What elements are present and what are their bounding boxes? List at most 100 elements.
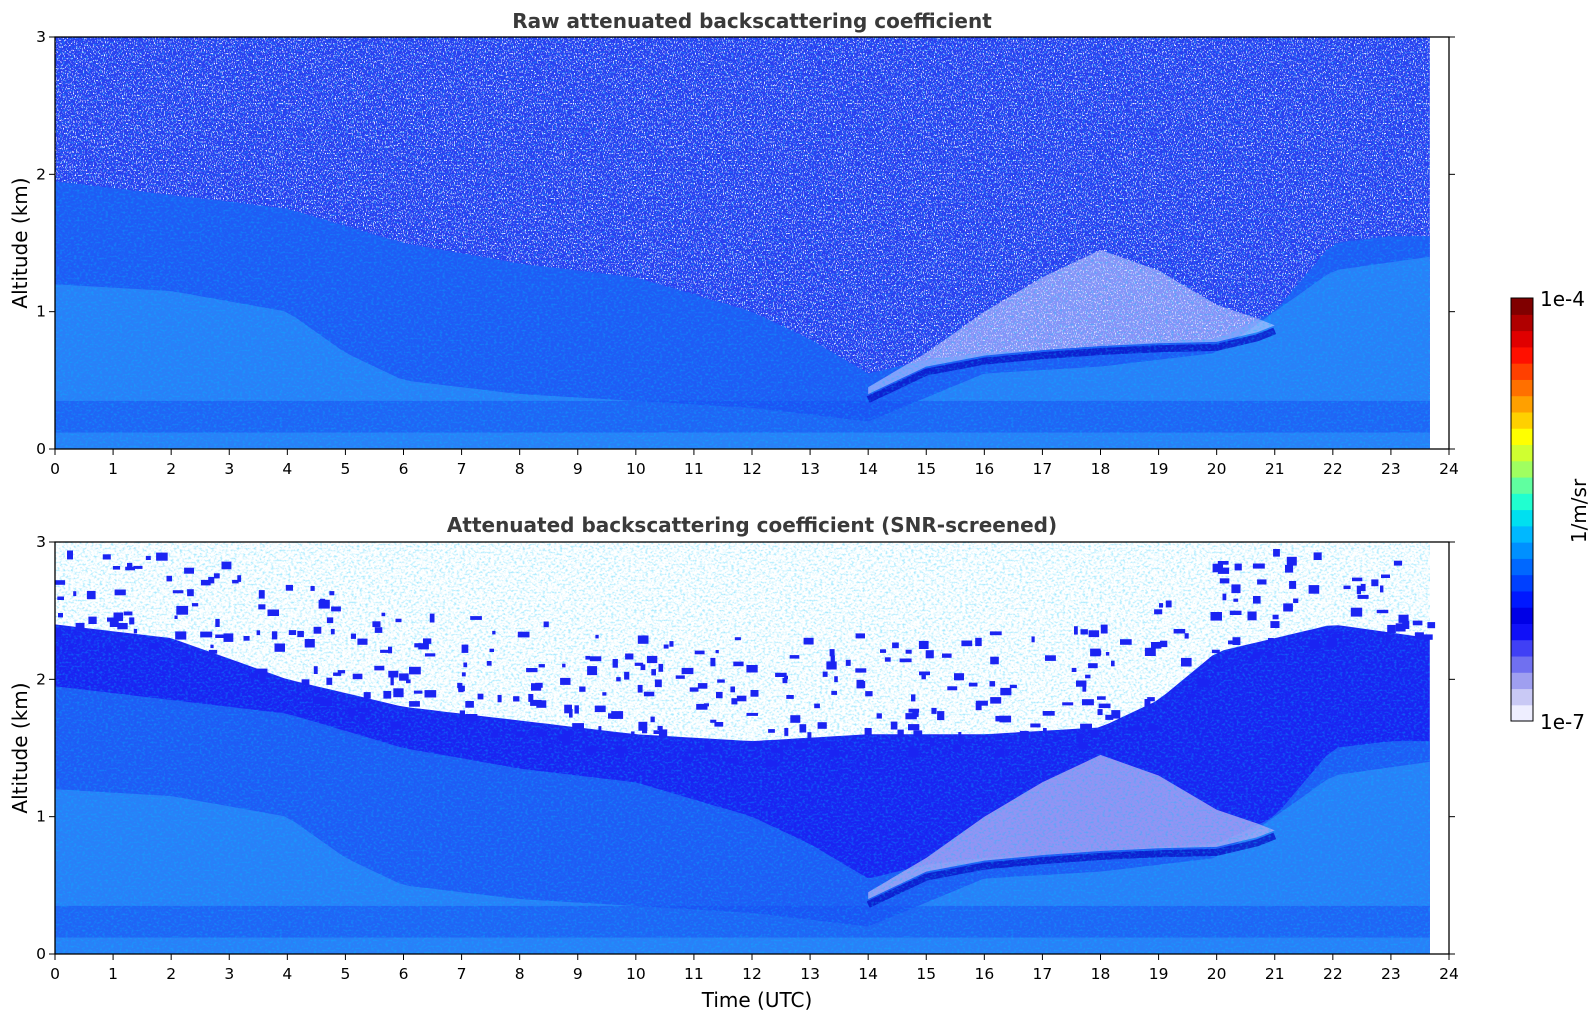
snr-speckle — [654, 679, 662, 688]
colorbar-step — [1511, 444, 1533, 462]
snr-y-ticks: 0 1 2 3 — [36, 533, 1455, 963]
snr-speckle — [990, 656, 999, 665]
snr-speckle — [953, 745, 961, 752]
snr-speckle — [516, 731, 523, 738]
snr-speckle — [1080, 723, 1092, 730]
snr-speckle — [1331, 633, 1341, 639]
snr-speckle — [831, 690, 837, 695]
snr-speckle — [223, 633, 234, 642]
snr-speckle — [113, 612, 124, 622]
snr-speckle — [942, 653, 952, 658]
snr-speckle — [243, 636, 250, 641]
snr-speckle — [148, 643, 159, 650]
snr-speckle — [1043, 728, 1047, 733]
colorbar-scale — [1511, 298, 1533, 722]
snr-y-tick-label: 1 — [36, 808, 46, 826]
raw-x-tick-label: 3 — [224, 460, 234, 478]
snr-speckle — [781, 740, 789, 746]
snr-speckle — [1273, 549, 1280, 557]
raw-x-tick-label: 7 — [457, 460, 467, 478]
snr-speckle — [1402, 620, 1410, 629]
snr-speckle — [258, 590, 265, 599]
snr-speckle — [1268, 638, 1274, 642]
snr-speckle — [908, 724, 920, 731]
snr-speckle — [975, 637, 982, 647]
snr-speckle — [899, 658, 912, 663]
snr-speckle — [594, 705, 606, 713]
snr-speckle — [470, 616, 482, 620]
colorbar-step — [1511, 379, 1533, 397]
snr-speckle — [1385, 634, 1392, 642]
snr-speckle — [968, 682, 978, 687]
snr-speckle — [208, 649, 218, 654]
snr-speckle — [572, 723, 584, 730]
snr-speckle — [657, 725, 663, 730]
snr-speckle — [643, 691, 655, 697]
snr-speckle — [326, 617, 334, 624]
snr-y-tick-label: 2 — [36, 670, 46, 688]
snr-speckle — [192, 603, 199, 607]
snr-speckle — [574, 705, 579, 714]
snr-speckle — [784, 675, 788, 680]
raw-x-tick-label: 8 — [515, 460, 525, 478]
snr-speckle — [1120, 639, 1132, 645]
snr-speckle — [1144, 647, 1156, 656]
snr-speckle — [937, 711, 945, 721]
snr-speckle — [1209, 657, 1217, 661]
snr-speckle — [350, 633, 356, 639]
snr-speckle — [318, 599, 330, 609]
snr-speckle — [587, 746, 597, 753]
snr-speckle — [564, 704, 572, 714]
snr-speckle — [1045, 655, 1056, 661]
snr-speckle — [1107, 733, 1112, 740]
snr-speckle — [73, 591, 77, 597]
snr-speckle — [92, 636, 96, 640]
snr-speckle — [750, 690, 759, 697]
snr-speckle — [697, 683, 708, 689]
snr-texture — [55, 542, 1430, 954]
snr-speckle — [274, 643, 285, 652]
snr-speckle — [864, 728, 872, 735]
snr-speckle — [602, 692, 607, 696]
colorbar-step — [1511, 493, 1533, 511]
snr-speckle — [1350, 607, 1363, 617]
snr-speckle — [768, 729, 775, 733]
snr-speckle — [184, 567, 194, 574]
snr-speckle — [1228, 640, 1235, 645]
snr-speckle — [696, 703, 708, 710]
snr-speckle — [1078, 742, 1088, 750]
snr-speckle — [352, 673, 363, 680]
snr-speckle — [830, 655, 835, 663]
snr-speckle — [337, 670, 346, 674]
snr-x-tick-label: 13 — [800, 965, 820, 983]
snr-speckle — [133, 628, 138, 634]
raw-x-tick-label: 4 — [282, 460, 292, 478]
snr-speckle — [1053, 736, 1062, 741]
snr-speckle — [409, 701, 420, 707]
snr-speckle — [689, 687, 699, 692]
snr-speckle — [589, 656, 602, 662]
snr-speckle — [1148, 724, 1158, 731]
snr-speckle — [1159, 640, 1168, 648]
snr-speckle — [129, 617, 135, 625]
snr-y-tick-label: 3 — [36, 533, 46, 551]
snr-speckle — [399, 673, 409, 681]
snr-speckle — [67, 550, 73, 560]
snr-speckle — [780, 752, 784, 761]
colorbar-step — [1511, 363, 1533, 380]
colorbar-max-label: 1e-4 — [1540, 287, 1585, 311]
snr-speckle — [1356, 585, 1361, 595]
snr-speckle — [562, 741, 571, 746]
snr-speckle — [560, 677, 571, 685]
snr-speckle — [749, 742, 760, 747]
snr-x-tick-label: 5 — [340, 965, 350, 983]
colorbar-step — [1511, 704, 1533, 722]
snr-speckle — [1222, 593, 1227, 601]
snr-speckle — [658, 663, 664, 672]
snr-speckle — [1210, 612, 1222, 621]
snr-x-tick-label: 21 — [1265, 965, 1285, 983]
raw-x-tick-label: 23 — [1381, 460, 1401, 478]
snr-speckle — [803, 637, 814, 645]
colorbar-step — [1511, 542, 1533, 559]
